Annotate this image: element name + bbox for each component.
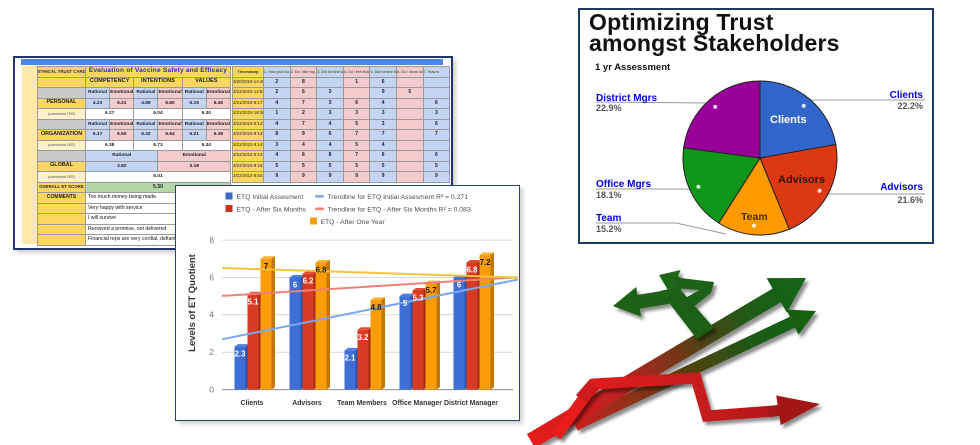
svg-text:2.1: 2.1 — [345, 353, 357, 362]
svg-text:5.7: 5.7 — [426, 286, 437, 295]
svg-text:ETQ Initial Assesment: ETQ Initial Assesment — [237, 194, 304, 201]
svg-text:5.3: 5.3 — [413, 294, 425, 303]
svg-text:Advisors: Advisors — [292, 400, 322, 407]
svg-text:6: 6 — [293, 281, 298, 290]
svg-text:7: 7 — [264, 262, 268, 271]
svg-text:Trendline for ETQ - After Six: Trendline for ETQ - After Six Months R² … — [328, 207, 471, 214]
svg-text:Levels of ET Quotient: Levels of ET Quotient — [187, 253, 198, 351]
svg-text:ETQ - After Six Months: ETQ - After Six Months — [237, 207, 307, 214]
svg-text:6: 6 — [209, 272, 214, 282]
svg-text:ETQ - After One Year: ETQ - After One Year — [321, 219, 386, 226]
svg-text:4.8: 4.8 — [371, 303, 383, 312]
svg-text:8: 8 — [209, 235, 214, 245]
svg-text:6: 6 — [457, 281, 462, 290]
svg-text:3.2: 3.2 — [358, 333, 370, 342]
svg-text:6.8: 6.8 — [316, 266, 328, 275]
svg-text:5: 5 — [403, 299, 408, 308]
svg-text:7.2: 7.2 — [480, 258, 492, 267]
svg-text:Office Manager: Office Manager — [392, 400, 442, 407]
svg-text:2: 2 — [209, 347, 214, 357]
svg-text:Trendline for ETQ Initial Asse: Trendline for ETQ Initial Assesment R² =… — [328, 194, 469, 201]
svg-text:2.3: 2.3 — [235, 350, 247, 359]
svg-text:5.1: 5.1 — [248, 297, 260, 306]
svg-text:Team Members: Team Members — [337, 400, 387, 407]
svg-text:6.8: 6.8 — [467, 266, 479, 275]
svg-text:4: 4 — [209, 310, 214, 320]
svg-text:6.2: 6.2 — [303, 277, 315, 286]
svg-text:0: 0 — [209, 384, 214, 394]
svg-text:Clients: Clients — [241, 400, 264, 407]
svg-text:District Manager: District Manager — [444, 400, 498, 407]
